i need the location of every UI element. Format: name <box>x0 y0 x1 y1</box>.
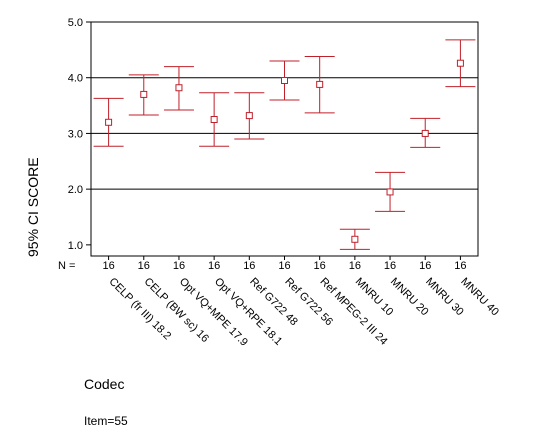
n-count-label: 16 <box>454 260 466 272</box>
y-axis-label: 95% CI SCORE <box>25 157 41 257</box>
mean-marker <box>386 188 394 196</box>
plot-frame <box>90 21 479 257</box>
n-count-label: 16 <box>314 260 326 272</box>
x-axis-title: Codec <box>84 376 125 392</box>
n-count-label: 16 <box>243 260 255 272</box>
n-count-label: 16 <box>349 260 361 272</box>
mean-marker <box>175 84 183 92</box>
mean-marker <box>105 118 113 126</box>
y-tick-label: 4.0 <box>68 73 83 85</box>
mean-marker <box>281 77 288 84</box>
mean-marker <box>210 116 218 123</box>
category-label: Ref MPEG-2 III 24 <box>318 276 390 348</box>
n-label: N = <box>58 260 75 272</box>
mean-marker <box>316 80 324 88</box>
n-count-label: 16 <box>102 260 114 272</box>
y-tick-label: 3.0 <box>68 128 83 140</box>
category-label: Opt VQ+RPE 18.1 <box>212 276 284 348</box>
n-count-label: 16 <box>173 260 185 272</box>
mean-marker <box>140 90 148 98</box>
category-label: CELP (BW sc) 16 <box>142 276 211 345</box>
mean-marker <box>245 112 253 120</box>
mean-marker <box>421 129 429 137</box>
n-count-label: 16 <box>138 260 150 272</box>
mean-marker <box>351 235 359 243</box>
n-count-label: 16 <box>208 260 220 272</box>
y-tick-label: 5.0 <box>68 17 83 29</box>
y-tick-label: 2.0 <box>68 184 83 196</box>
n-count-label: 16 <box>278 260 290 272</box>
n-count-label: 16 <box>384 260 396 272</box>
mean-marker <box>456 59 464 67</box>
n-count-label: 16 <box>419 260 431 272</box>
item-footnote: Item=55 <box>84 414 128 428</box>
category-label: CELP (fr III) 18.2 <box>106 276 173 343</box>
category-label: MNRU 40 <box>458 276 501 319</box>
y-tick-label: 1.0 <box>68 240 83 252</box>
